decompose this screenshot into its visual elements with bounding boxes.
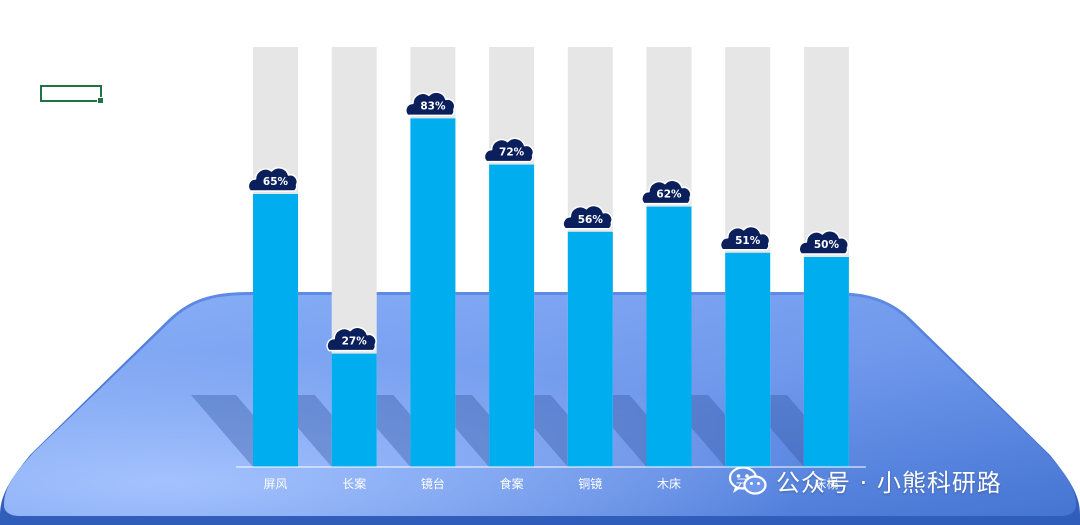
data-label: 50% — [814, 239, 840, 251]
data-label-cloud: 51% — [719, 225, 771, 251]
spreadsheet-cell-selection[interactable] — [40, 85, 104, 104]
data-label: 51% — [735, 235, 761, 247]
data-label-clouds: 65% 27% 83% 72% 56% 62% 51% 50% — [247, 91, 849, 352]
bar — [646, 206, 692, 467]
data-label: 56% — [578, 214, 604, 226]
bar — [489, 164, 535, 467]
watermark-text: 公众号 · 小熊科研路 — [776, 469, 1002, 497]
category-tick-label: 木床 — [657, 477, 681, 491]
category-tick-label: 屏风 — [263, 477, 287, 491]
data-label-cloud: 65% — [247, 167, 299, 192]
data-label-cloud: 83% — [405, 91, 456, 117]
bar — [567, 231, 613, 467]
data-label: 27% — [342, 336, 368, 348]
data-label-cloud: 62% — [641, 179, 692, 205]
data-label: 65% — [263, 176, 289, 188]
data-label-cloud: 72% — [483, 137, 535, 163]
data-label-cloud: 56% — [562, 204, 613, 230]
data-label: 62% — [656, 189, 682, 201]
bar — [725, 252, 771, 467]
bar — [803, 257, 849, 467]
category-tick-label: 长案 — [342, 476, 366, 491]
bar-series — [253, 118, 849, 468]
bar — [410, 118, 456, 468]
category-tick-label: 镜台 — [421, 476, 445, 491]
wechat-icon — [728, 465, 767, 495]
category-tick-label: 床榻 — [814, 477, 838, 491]
watermark: 公众号 · 小熊科研路 — [728, 463, 1002, 498]
category-tick-label: 食案 — [500, 476, 524, 491]
data-label: 83% — [420, 100, 446, 112]
bar — [331, 353, 377, 467]
category-tick-label: 铜镜 — [578, 476, 602, 491]
data-label-cloud: 27% — [326, 326, 377, 352]
data-label: 72% — [499, 147, 525, 159]
bar — [253, 194, 298, 467]
data-label-cloud: 50% — [798, 230, 849, 255]
